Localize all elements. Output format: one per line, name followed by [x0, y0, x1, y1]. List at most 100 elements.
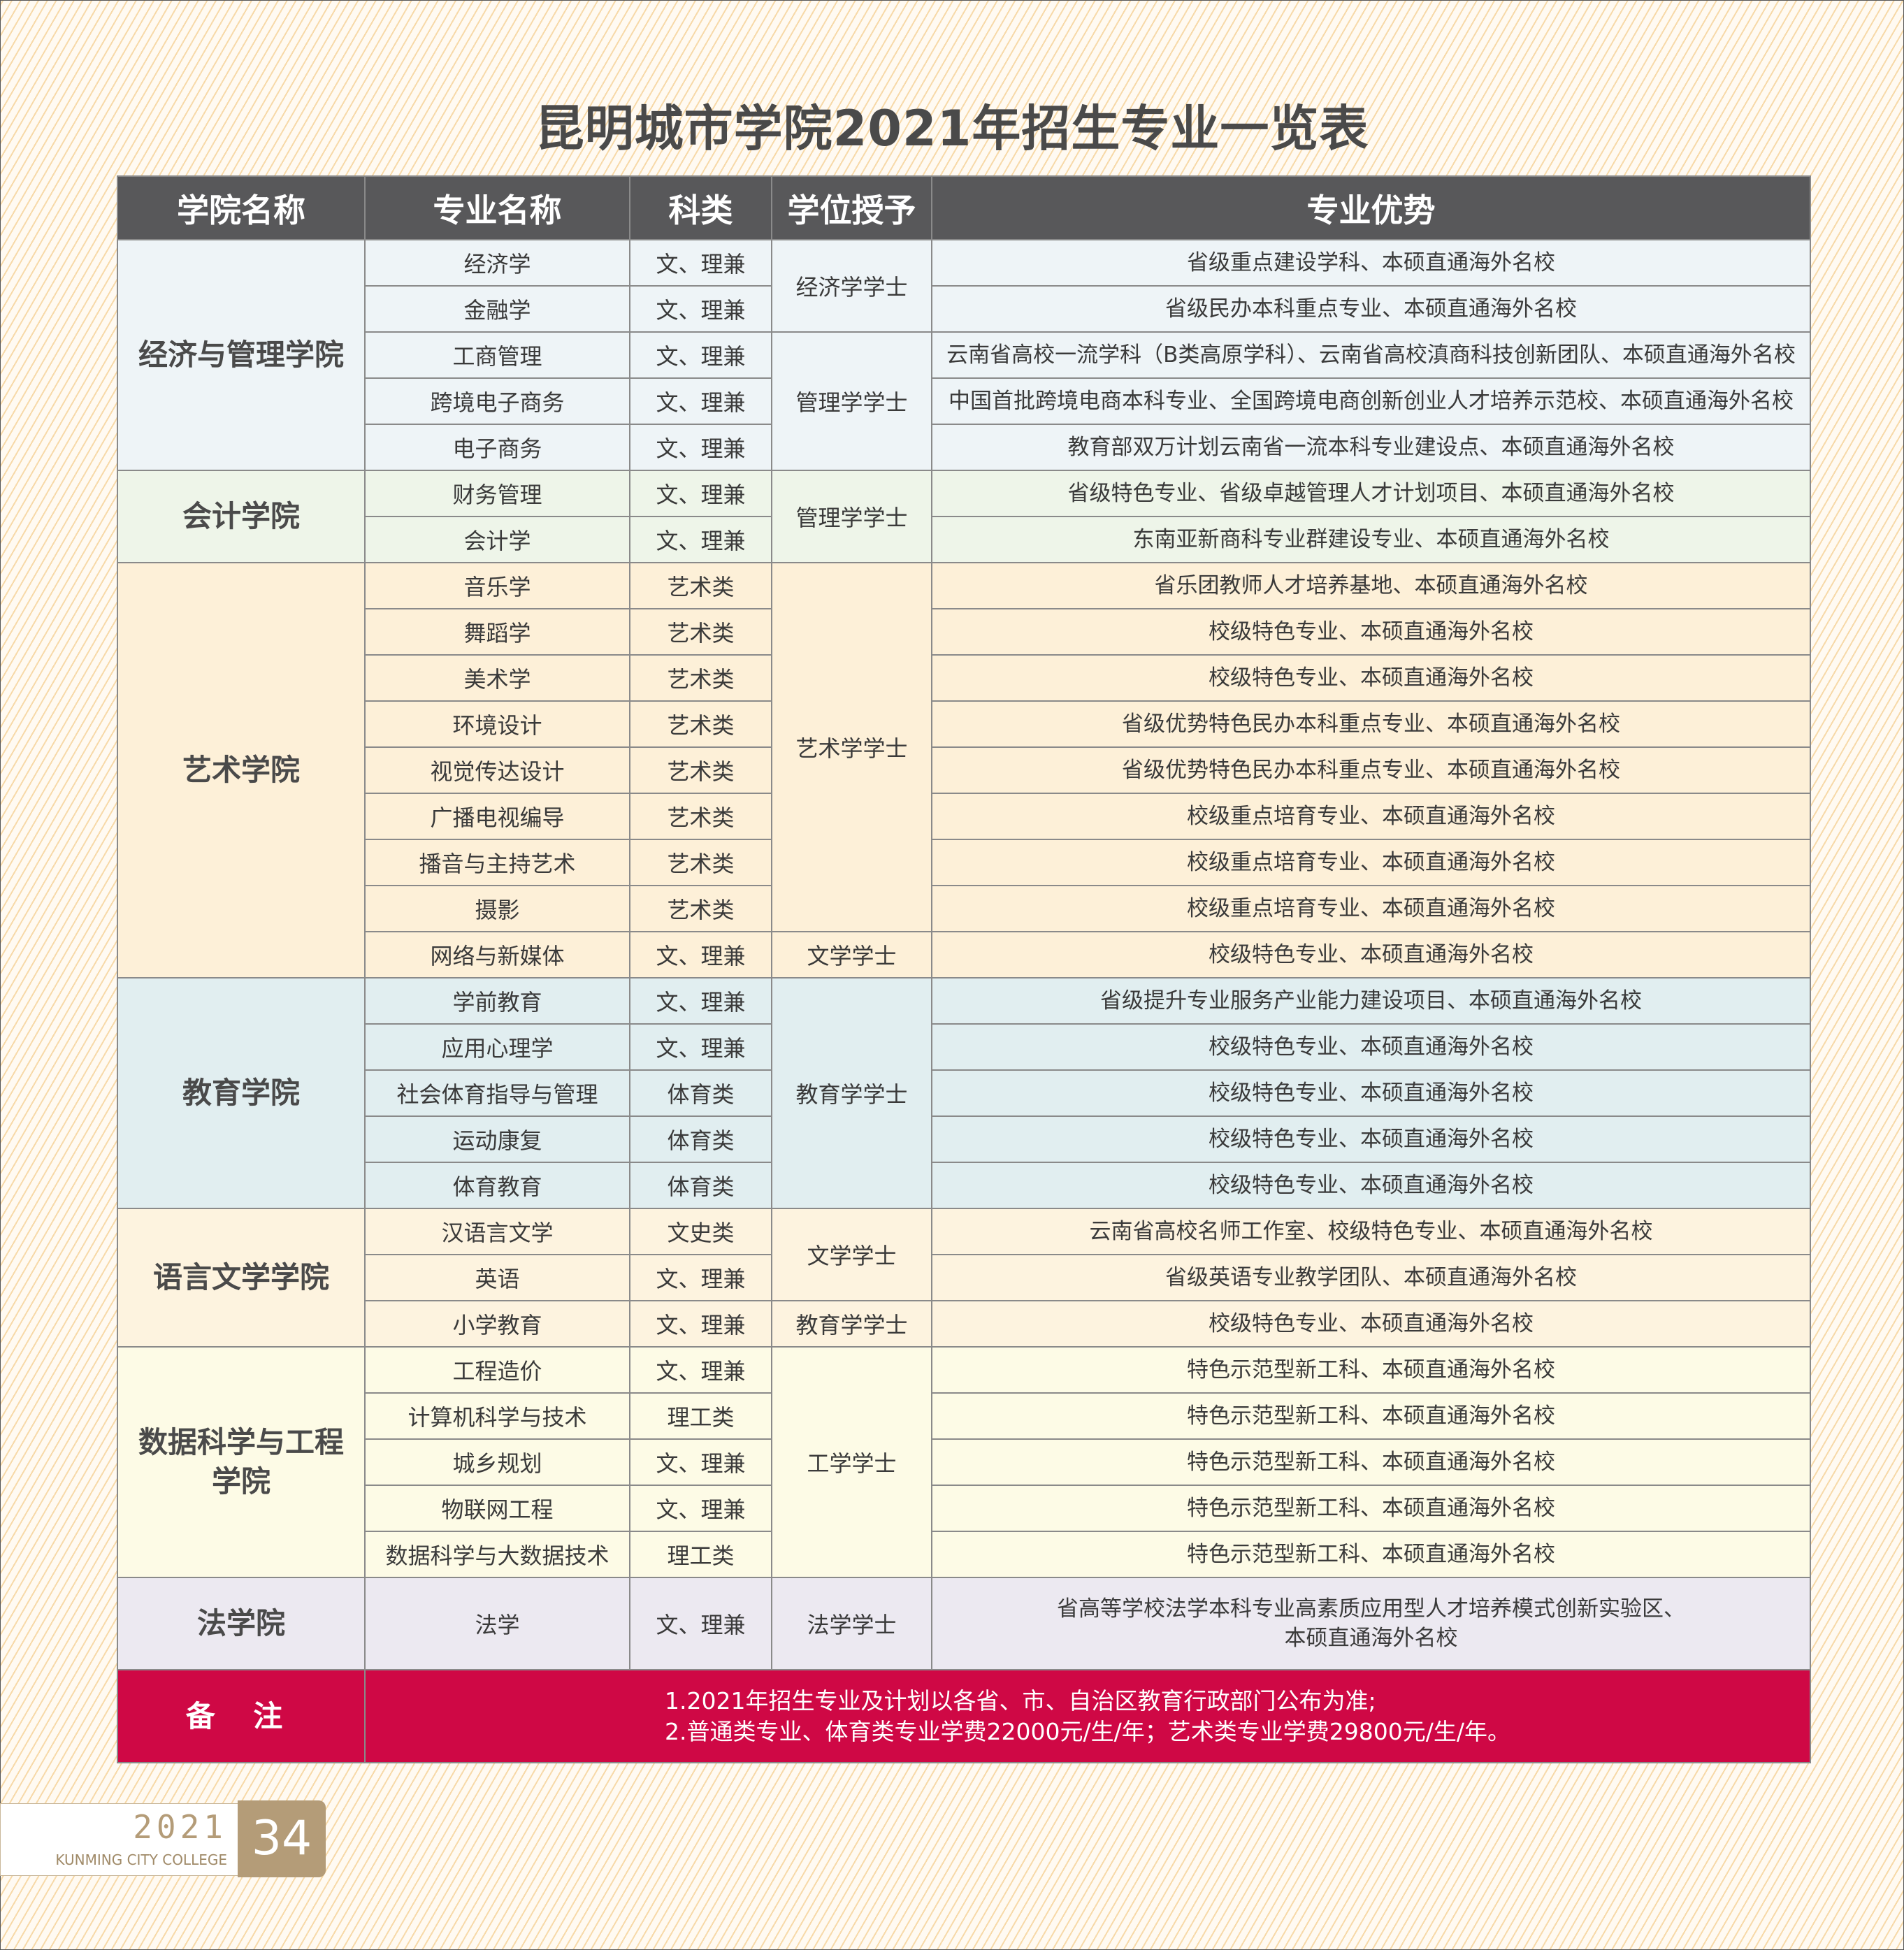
footer-college-en: KUNMING CITY COLLEGE [55, 1851, 227, 1868]
major-name: 财务管理 [364, 470, 630, 517]
major-name: 学前教育 [364, 977, 630, 1025]
category: 艺术类 [629, 700, 772, 748]
page-footer: 2021 KUNMING CITY COLLEGE 34 [0, 1800, 326, 1877]
table-row: 舞蹈学 艺术类 校级特色专业、本硕直通海外名校 [117, 608, 1811, 656]
category: 文、理兼 [629, 424, 772, 471]
table-row: 艺术学院 音乐学 艺术类 艺术学学士 省乐团教师人才培养基地、本硕直通海外名校 [117, 562, 1811, 978]
degree: 工学学士 [771, 1346, 932, 1578]
table-row: 体育教育 体育类 校级特色专业、本硕直通海外名校 [117, 1162, 1811, 1209]
category: 艺术类 [629, 793, 772, 840]
college-name: 教育学院 [117, 977, 366, 1209]
footer-year: 2021 [133, 1808, 227, 1846]
degree: 管理学学士 [771, 470, 932, 563]
table-row: 法学院 法学 文、理兼 法学学士 省高等学校法学本科专业高素质应用型人才培养模式创新实验… [117, 1577, 1811, 1670]
degree: 文学学士 [771, 931, 932, 978]
major-name: 视觉传达设计 [364, 746, 630, 794]
table-row: 社会体育指导与管理 体育类 校级特色专业、本硕直通海外名校 [117, 1069, 1811, 1117]
table-row: 会计学 文、理兼 东南亚新商科专业群建设专业、本硕直通海外名校 [117, 516, 1811, 563]
degree: 教育学学士 [771, 1300, 932, 1348]
table-row: 摄影 艺术类 校级重点培育专业、本硕直通海外名校 [117, 885, 1811, 932]
category: 文、理兼 [629, 239, 772, 287]
footer-brand: 2021 KUNMING CITY COLLEGE [0, 1803, 239, 1876]
major-name: 电子商务 [364, 424, 630, 471]
degree: 法学学士 [771, 1577, 932, 1670]
major-name: 工商管理 [364, 331, 630, 379]
advantage: 特色示范型新工科、本硕直通海外名校 [931, 1485, 1811, 1532]
major-name: 美术学 [364, 654, 630, 702]
advantage: 省级英语专业教学团队、本硕直通海外名校 [931, 1254, 1811, 1301]
table-row: 工商管理 文、理兼 管理学学士 云南省高校一流学科（B类高原学科）、云南省高校滇商科技… [117, 331, 1811, 471]
advantage: 省级优势特色民办本科重点专业、本硕直通海外名校 [931, 746, 1811, 794]
advantage: 校级特色专业、本硕直通海外名校 [931, 1300, 1811, 1348]
category: 艺术类 [629, 885, 772, 932]
table-row: 计算机科学与技术 理工类 特色示范型新工科、本硕直通海外名校 [117, 1392, 1811, 1440]
degree: 经济学学士 [771, 239, 932, 333]
degree: 文学学士 [771, 1208, 932, 1301]
category: 文、理兼 [629, 931, 772, 978]
table-row: 播音与主持艺术 艺术类 校级重点培育专业、本硕直通海外名校 [117, 839, 1811, 886]
major-name: 工程造价 [364, 1346, 630, 1394]
table-row: 物联网工程 文、理兼 特色示范型新工科、本硕直通海外名校 [117, 1485, 1811, 1532]
degree: 教育学学士 [771, 977, 932, 1209]
advantage: 省级提升专业服务产业能力建设项目、本硕直通海外名校 [931, 977, 1811, 1025]
majors-table: 学院名称 专业名称 科类 学位授予 专业优势 经济与管理学院 经济学 文、理兼 经济学… [117, 175, 1811, 1763]
advantage: 教育部双万计划云南省一流本科专业建设点、本硕直通海外名校 [931, 424, 1811, 471]
major-name: 会计学 [364, 516, 630, 563]
major-name: 汉语言文学 [364, 1208, 630, 1255]
category: 文、理兼 [629, 285, 772, 333]
major-name: 环境设计 [364, 700, 630, 748]
category: 文、理兼 [629, 470, 772, 517]
advantage: 省高等学校法学本科专业高素质应用型人才培养模式创新实验区、 本硕直通海外名校 [931, 1577, 1811, 1670]
college-name: 会计学院 [117, 470, 366, 563]
advantage: 特色示范型新工科、本硕直通海外名校 [931, 1531, 1811, 1578]
major-name: 音乐学 [364, 562, 630, 609]
major-name: 经济学 [364, 239, 630, 287]
table-row: 英语 文、理兼 省级英语专业教学团队、本硕直通海外名校 [117, 1254, 1811, 1301]
table-row: 经济与管理学院 经济学 文、理兼 经济学学士 省级重点建设学科、本硕直通海外名校 [117, 239, 1811, 471]
major-name: 体育教育 [364, 1162, 630, 1209]
header-college: 学院名称 [117, 175, 366, 240]
category: 文、理兼 [629, 1577, 772, 1670]
category: 艺术类 [629, 839, 772, 886]
header-category: 科类 [629, 175, 772, 240]
table-row: 电子商务 文、理兼 教育部双万计划云南省一流本科专业建设点、本硕直通海外名校 [117, 424, 1811, 471]
table-row: 运动康复 体育类 校级特色专业、本硕直通海外名校 [117, 1115, 1811, 1163]
advantage: 校级特色专业、本硕直通海外名校 [931, 931, 1811, 978]
table-row: 会计学院 财务管理 文、理兼 管理学学士 省级特色专业、省级卓越管理人才计划项目、本硕直… [117, 470, 1811, 563]
table-body: 经济与管理学院 经济学 文、理兼 经济学学士 省级重点建设学科、本硕直通海外名校 金融学文… [117, 239, 1811, 1670]
table-row: 视觉传达设计 艺术类 省级优势特色民办本科重点专业、本硕直通海外名校 [117, 746, 1811, 794]
table-row: 广播电视编导 艺术类 校级重点培育专业、本硕直通海外名校 [117, 793, 1811, 840]
advantage: 东南亚新商科专业群建设专业、本硕直通海外名校 [931, 516, 1811, 563]
advantage: 省级重点建设学科、本硕直通海外名校 [931, 239, 1811, 287]
table-row: 应用心理学 文、理兼 校级特色专业、本硕直通海外名校 [117, 1023, 1811, 1071]
advantage: 校级重点培育专业、本硕直通海外名校 [931, 839, 1811, 886]
advantage: 校级特色专业、本硕直通海外名校 [931, 1115, 1811, 1163]
major-name: 物联网工程 [364, 1485, 630, 1532]
advantage: 特色示范型新工科、本硕直通海外名校 [931, 1346, 1811, 1394]
note-content: 1.2021年招生专业及计划以各省、市、自治区教育行政部门公布为准; 2.普通类… [364, 1669, 1811, 1763]
advantage: 省级优势特色民办本科重点专业、本硕直通海外名校 [931, 700, 1811, 748]
advantage: 云南省高校一流学科（B类高原学科）、云南省高校滇商科技创新团队、本硕直通海外名校 [931, 331, 1811, 379]
college-name: 数据科学与工程学院 [117, 1346, 366, 1578]
advantage: 云南省高校名师工作室、校级特色专业、本硕直通海外名校 [931, 1208, 1811, 1255]
category: 艺术类 [629, 654, 772, 702]
category: 文、理兼 [629, 1023, 772, 1071]
category: 文、理兼 [629, 1254, 772, 1301]
table-row: 教育学院 学前教育 文、理兼 教育学学士 省级提升专业服务产业能力建设项目、本硕直通海外… [117, 977, 1811, 1209]
major-name: 数据科学与大数据技术 [364, 1531, 630, 1578]
table-header-row: 学院名称 专业名称 科类 学位授予 专业优势 [117, 175, 1811, 240]
category: 体育类 [629, 1115, 772, 1163]
college-name: 语言文学学院 [117, 1208, 366, 1348]
major-name: 计算机科学与技术 [364, 1392, 630, 1440]
degree: 管理学学士 [771, 331, 932, 471]
college-name: 法学院 [117, 1577, 366, 1670]
category: 文、理兼 [629, 1300, 772, 1348]
advantage: 省级特色专业、省级卓越管理人才计划项目、本硕直通海外名校 [931, 470, 1811, 517]
category: 文史类 [629, 1208, 772, 1255]
advantage: 校级特色专业、本硕直通海外名校 [931, 608, 1811, 656]
major-name: 网络与新媒体 [364, 931, 630, 978]
major-name: 金融学 [364, 285, 630, 333]
advantage: 省级民办本科重点专业、本硕直通海外名校 [931, 285, 1811, 333]
table-row: 数据科学与大数据技术 理工类 特色示范型新工科、本硕直通海外名校 [117, 1531, 1811, 1578]
category: 文、理兼 [629, 331, 772, 379]
